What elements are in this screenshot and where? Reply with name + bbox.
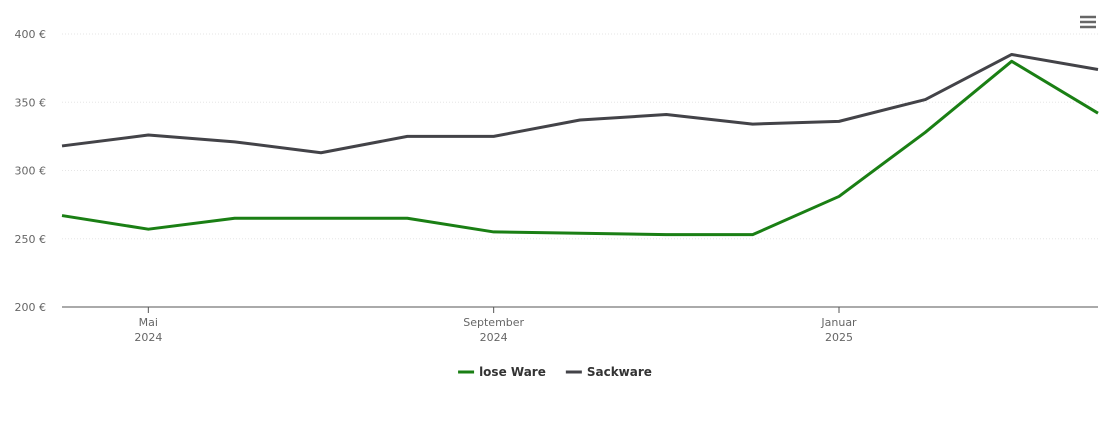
series-line (61, 52, 1099, 155)
legend-label: lose Ware (479, 365, 546, 379)
legend-label: Sackware (587, 365, 652, 379)
x-tick-label: Januar 2025 (820, 316, 857, 344)
series-line (61, 59, 1099, 237)
y-tick-label: 400 € (15, 28, 47, 41)
y-tick-label: 300 € (15, 165, 47, 178)
y-tick-label: 350 € (15, 96, 47, 109)
y-tick-label: 250 € (15, 233, 47, 246)
y-tick-label: 200 € (15, 301, 47, 314)
legend: lose Ware Sackware (458, 365, 652, 379)
x-tick-label: September 2024 (463, 316, 524, 344)
menu-button[interactable] (1078, 14, 1098, 32)
legend-item[interactable]: Sackware (565, 365, 652, 379)
x-tick-label: Mai 2024 (134, 316, 162, 344)
legend-item[interactable]: lose Ware (458, 365, 546, 379)
